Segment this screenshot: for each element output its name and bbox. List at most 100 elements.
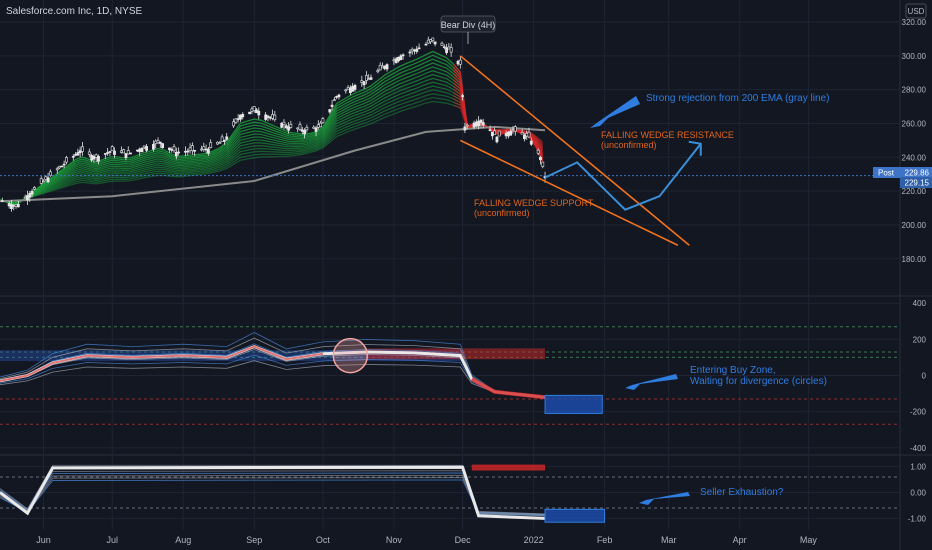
ema-ribbon-line [0, 100, 461, 203]
ema-ribbon-line [453, 104, 544, 143]
post-price-tag [873, 167, 932, 178]
candle-body [204, 148, 208, 151]
candle-body [378, 64, 382, 71]
candle-body [223, 140, 226, 142]
currency-badge[interactable] [905, 3, 927, 19]
candle-body [527, 131, 531, 138]
candle-body [106, 152, 110, 154]
candle-body [241, 113, 245, 118]
axes-layer: Jun Jul Aug Sep Oct Nov Dec 2022 Feb Mar Apr May 320… [36, 18, 926, 545]
candle-body [346, 87, 350, 90]
candle-body [305, 126, 309, 131]
ema200-line [0, 125, 546, 203]
candle-body [511, 129, 515, 131]
candle-body [332, 99, 336, 102]
candle-body [74, 154, 77, 156]
candle-body [154, 140, 158, 144]
y-tick-label: 320.00 [902, 18, 927, 27]
candle-body [465, 124, 469, 127]
candle-body [23, 196, 27, 199]
ema-ribbon-line [0, 77, 461, 205]
candle-body [172, 146, 176, 152]
candle-body [442, 46, 446, 48]
ema-ribbon-line [0, 66, 461, 205]
candle-body [168, 147, 171, 151]
ema-ribbon-line [0, 70, 461, 205]
candle-body [129, 152, 132, 155]
y-tick-label: 200 [913, 335, 927, 344]
candle-body [429, 39, 432, 43]
buy-zone-label: Entering Buy Zone, [690, 365, 776, 376]
candle-body [71, 156, 75, 158]
candle-body [126, 150, 130, 155]
candle-body [353, 84, 357, 90]
candle-body [401, 54, 405, 57]
candle-body [300, 129, 304, 132]
candle-body [87, 151, 91, 155]
candle-body [190, 145, 194, 151]
candle-body [321, 118, 325, 123]
candle-body [152, 143, 155, 150]
candle-body [440, 42, 444, 46]
candle-body [433, 41, 437, 45]
y-tick-label: 260.00 [902, 119, 927, 128]
candle-body [303, 129, 306, 135]
candle-body [296, 127, 300, 130]
candle-body [509, 130, 513, 136]
candle-body [252, 106, 256, 111]
candle-body [330, 104, 334, 107]
x-tick-label: Feb [597, 535, 613, 545]
candle-body [255, 109, 258, 114]
y-tick-label: -200 [910, 408, 927, 417]
wedge-resistance-label: FALLING WEDGE RESISTANCE [601, 130, 734, 140]
last-price-tag [900, 177, 932, 188]
x-tick-label: May [800, 535, 818, 545]
candle-body [474, 121, 478, 127]
candle-body [488, 129, 492, 132]
y-tick-label: 300.00 [902, 52, 927, 61]
wedge-resistance-sub: (unconfirmed) [601, 140, 657, 150]
ema-ribbon-line [0, 93, 461, 204]
candle-body [335, 96, 339, 98]
candle-body [170, 149, 174, 151]
currency-label: USD [908, 7, 925, 16]
candle-body [392, 59, 396, 62]
wedge-support-line [459, 139, 679, 246]
y-tick-label: 280.00 [902, 86, 927, 95]
candle-body [48, 171, 52, 176]
candle-body [138, 148, 142, 153]
candle-body [32, 187, 36, 190]
x-tick-label: Aug [175, 535, 191, 545]
candle-body [28, 193, 32, 198]
divergence-label: Waiting for divergence (circles) [690, 376, 827, 387]
candle-body [188, 147, 192, 152]
candle-body [142, 145, 146, 148]
projection-path [544, 143, 702, 211]
wedge-support-sub: (unconfirmed) [474, 208, 530, 218]
y-tick-label: -400 [910, 444, 927, 453]
candle-body [145, 146, 148, 151]
wedge-support-label: FALLING WEDGE SUPPORT [474, 198, 594, 208]
candle-body [103, 153, 107, 155]
x-tick-label: Mar [661, 535, 677, 545]
osc1-zone-band [366, 348, 546, 360]
candle-body [495, 136, 499, 143]
candle-body [200, 148, 203, 151]
y-tick-label: 0 [922, 372, 927, 381]
osc1-main-overlay [0, 345, 324, 382]
x-tick-label: Oct [316, 535, 331, 545]
x-tick-label: Sep [246, 535, 262, 545]
divergence-circle [332, 337, 369, 374]
candle-body [193, 149, 197, 152]
candle-body [477, 120, 481, 127]
ema-ribbon-line [0, 96, 461, 204]
buy-zone-arrow [625, 374, 678, 390]
candle-body [158, 141, 162, 144]
y-tick-label: 220.00 [902, 187, 927, 196]
oscillator-panel-1 [0, 326, 900, 425]
osc1-main-red [470, 377, 546, 400]
candle-body [536, 149, 540, 154]
x-tick-label: Nov [386, 535, 403, 545]
candle-body [539, 157, 542, 161]
